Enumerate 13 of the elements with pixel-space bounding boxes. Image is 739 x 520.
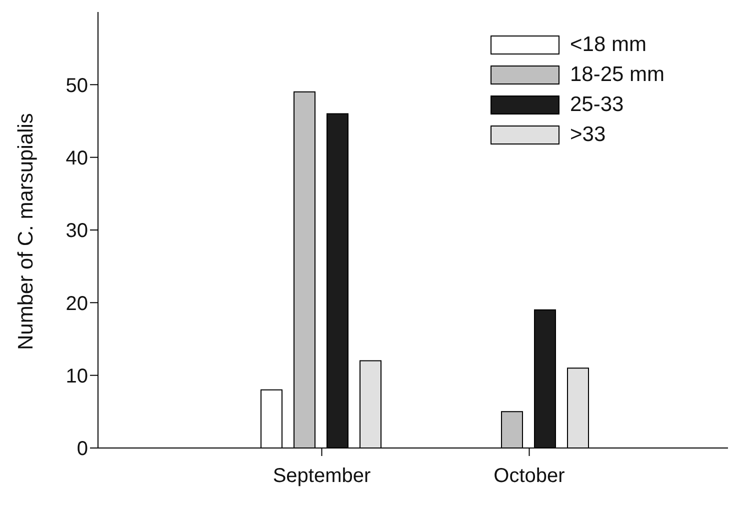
x-tick-label: October <box>494 465 566 488</box>
y-tick-label: 30 <box>66 220 88 242</box>
y-tick-label: 20 <box>66 292 88 315</box>
y-tick-label: 40 <box>66 147 88 170</box>
y-tick-label: 10 <box>66 365 88 388</box>
y-tick-label: 50 <box>66 74 88 97</box>
x-tick-label: September <box>272 465 371 488</box>
legend-label: <18 mm <box>570 33 646 57</box>
legend-label: 25-33 <box>570 93 624 117</box>
y-tick-label: 0 <box>76 438 88 460</box>
y-axis-title: Number of C. marsupialis <box>14 113 38 350</box>
legend-label: 18-25 mm <box>570 63 665 87</box>
legend-label: >33 <box>570 123 606 147</box>
